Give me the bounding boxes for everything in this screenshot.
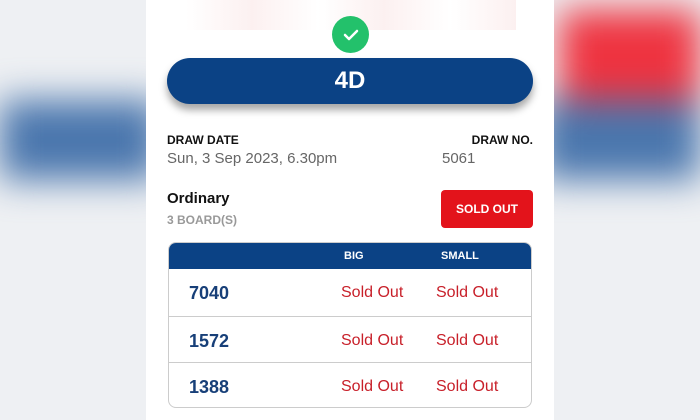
- numbers-table: BIG SMALL 7040 Sold Out Sold Out 1572 So…: [168, 242, 532, 408]
- big-status: Sold Out: [341, 284, 404, 301]
- small-status: Sold Out: [436, 332, 499, 349]
- draw-date-value: Sun, 3 Sep 2023, 6.30pm: [167, 150, 338, 167]
- table-row: 1388 Sold Out Sold Out: [169, 363, 531, 407]
- small-status: Sold Out: [436, 284, 499, 301]
- big-status: Sold Out: [341, 378, 404, 395]
- number: 7040: [189, 283, 230, 303]
- small-status: Sold Out: [436, 378, 499, 395]
- table-header: BIG SMALL: [169, 243, 531, 269]
- check-icon: [332, 16, 369, 53]
- draw-date-label: DRAW DATE: [167, 133, 239, 147]
- draw-no-label: DRAW NO.: [471, 133, 533, 147]
- game-title-banner: 4D: [167, 58, 533, 104]
- column-small: SMALL: [441, 250, 479, 262]
- table-row: 1572 Sold Out Sold Out: [169, 317, 531, 363]
- sold-out-button[interactable]: SOLD OUT: [441, 190, 533, 228]
- number: 1388: [189, 377, 230, 397]
- big-status: Sold Out: [341, 332, 404, 349]
- board-count: 3 BOARD(S): [167, 213, 238, 227]
- bet-type: Ordinary: [167, 190, 230, 207]
- draw-no-value: 5061: [442, 150, 476, 167]
- table-row: 7040 Sold Out Sold Out: [169, 269, 531, 317]
- column-big: BIG: [344, 250, 364, 262]
- ticket-panel: 4D DRAW DATE Sun, 3 Sep 2023, 6.30pm DRA…: [146, 0, 554, 420]
- number: 1572: [189, 331, 230, 351]
